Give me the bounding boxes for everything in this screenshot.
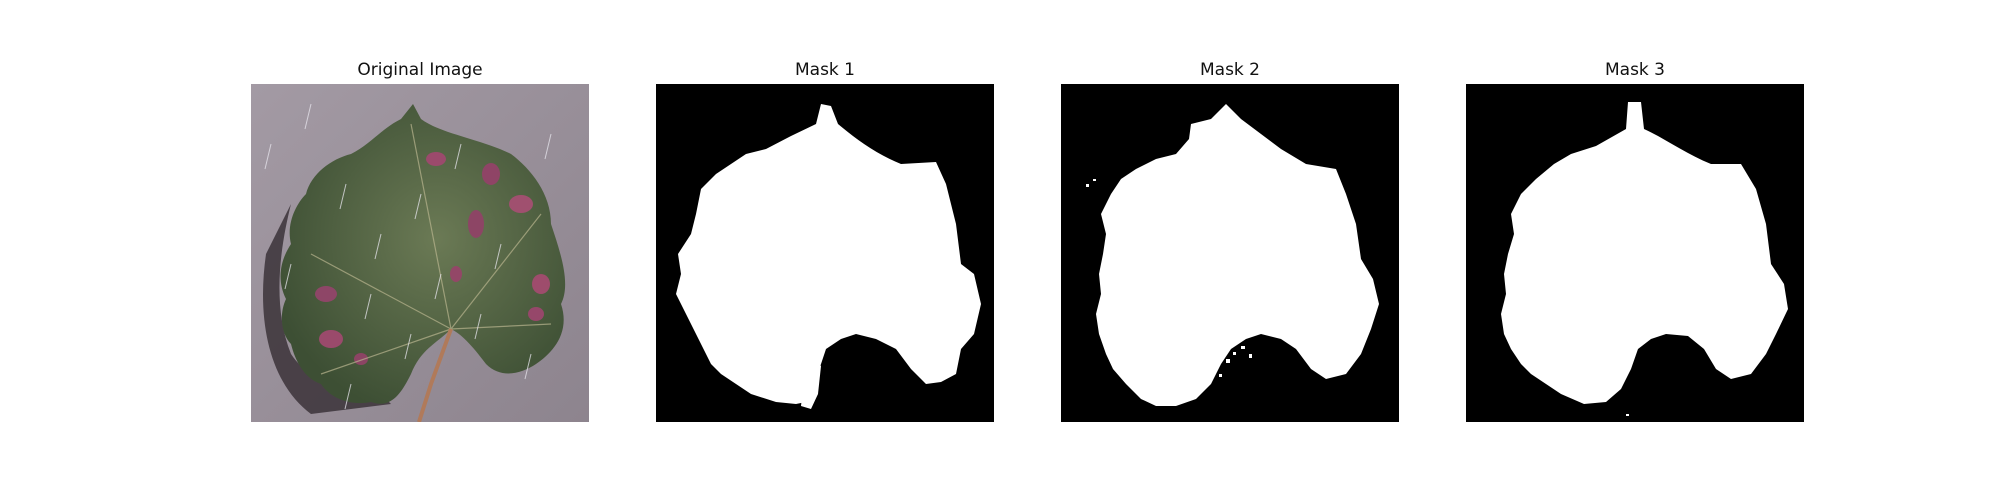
mask-2-image bbox=[1061, 84, 1399, 422]
mask-3-image bbox=[1466, 84, 1804, 422]
panel-title-mask-2: Mask 2 bbox=[1199, 60, 1260, 80]
mask-1-image bbox=[656, 84, 994, 422]
leaf-photo bbox=[251, 84, 589, 422]
panel-title-original: Original Image bbox=[357, 60, 483, 80]
mask-1-graphic bbox=[656, 84, 994, 422]
mask-2-graphic bbox=[1061, 84, 1399, 422]
panel-title-mask-1: Mask 1 bbox=[794, 60, 855, 80]
original-leaf-image bbox=[251, 84, 589, 422]
mask-3-graphic bbox=[1466, 84, 1804, 422]
panel-title-mask-3: Mask 3 bbox=[1604, 60, 1665, 80]
